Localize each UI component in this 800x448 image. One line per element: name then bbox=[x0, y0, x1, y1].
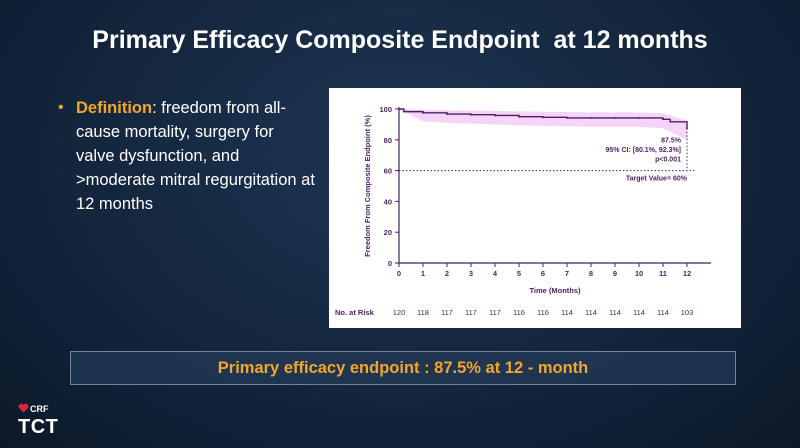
at-risk-value: 114 bbox=[585, 308, 597, 317]
km-point bbox=[542, 116, 544, 119]
at-risk-value: 117 bbox=[441, 308, 453, 317]
x-tick-label: 8 bbox=[589, 269, 593, 278]
result-banner: Primary efficacy endpoint : 87.5% at 12 … bbox=[70, 351, 736, 385]
x-tick-label: 0 bbox=[397, 269, 401, 278]
slide-title: Primary Efficacy Composite Endpoint at 1… bbox=[92, 26, 708, 54]
definition-bullet: • Definition: freedom from all-cause mor… bbox=[58, 96, 316, 216]
km-point bbox=[686, 127, 688, 130]
definition-term: Definition bbox=[76, 99, 153, 117]
at-risk-value: 114 bbox=[657, 308, 669, 317]
bullet-icon: • bbox=[58, 99, 64, 116]
km-point bbox=[669, 120, 672, 123]
km-point bbox=[638, 117, 640, 119]
logo-tct-text: TCT bbox=[18, 416, 59, 438]
km-chart-panel: 0 20 40 60 80 100 0 1 2 3 4 5 6 7 8 9 10 11 12 120 118 117 117… bbox=[329, 88, 741, 328]
km-point bbox=[566, 117, 568, 119]
km-point bbox=[614, 117, 616, 119]
km-point bbox=[662, 118, 664, 121]
y-tick-label: 40 bbox=[384, 197, 392, 206]
x-tick-label: 7 bbox=[565, 269, 569, 278]
confidence-band bbox=[399, 109, 687, 140]
y-tick-label: 0 bbox=[388, 259, 392, 268]
annotation-text: 87.5% bbox=[661, 137, 682, 144]
x-tick-label: 11 bbox=[659, 269, 667, 278]
logo-crf-text: CRF bbox=[30, 404, 49, 414]
y-tick-label: 80 bbox=[384, 136, 392, 145]
at-risk-value: 117 bbox=[489, 308, 501, 317]
y-tick-label: 100 bbox=[379, 105, 392, 114]
at-risk-value: 117 bbox=[465, 308, 477, 317]
x-tick-label: 12 bbox=[683, 269, 691, 278]
km-point bbox=[398, 108, 400, 110]
x-tick-label: 9 bbox=[613, 269, 617, 278]
x-tick-label: 4 bbox=[493, 269, 498, 278]
at-risk-value: 103 bbox=[681, 308, 694, 317]
y-tick-label: 60 bbox=[384, 167, 392, 176]
at-risk-value: 114 bbox=[561, 308, 573, 317]
at-risk-value: 114 bbox=[609, 308, 621, 317]
at-risk-value: 118 bbox=[417, 308, 429, 317]
km-point bbox=[446, 113, 448, 115]
at-risk-value: 114 bbox=[633, 308, 645, 317]
km-point bbox=[402, 110, 405, 113]
at-risk-label: No. at Risk bbox=[335, 308, 375, 317]
km-point bbox=[590, 117, 592, 119]
annotation-text: 95% CI: [80.1%, 92.3%] bbox=[606, 147, 681, 154]
x-tick-label: 10 bbox=[635, 269, 643, 278]
x-tick-label: 3 bbox=[469, 269, 473, 278]
y-tick-label: 20 bbox=[384, 228, 392, 237]
x-tick-label: 5 bbox=[517, 269, 521, 278]
at-risk-value: 116 bbox=[513, 308, 525, 317]
km-point bbox=[518, 115, 520, 118]
km-point bbox=[422, 111, 424, 114]
y-axis-label: Freedom From Composite Endpoint (%) bbox=[363, 115, 372, 257]
definition-text: : freedom from all-cause mortality, surg… bbox=[76, 99, 315, 213]
x-tick-label: 1 bbox=[421, 269, 425, 278]
heart-icon bbox=[18, 403, 29, 413]
target-label: Target Value= 60% bbox=[626, 176, 688, 183]
at-risk-value: 116 bbox=[537, 308, 549, 317]
annotation-text: p<0.001 bbox=[655, 156, 681, 163]
x-tick-label: 6 bbox=[541, 269, 545, 278]
km-point bbox=[470, 113, 472, 116]
at-risk-value: 120 bbox=[393, 308, 406, 317]
x-tick-label: 2 bbox=[445, 269, 449, 278]
km-point bbox=[494, 114, 496, 117]
tct-logo: CRF TCT bbox=[18, 402, 78, 442]
x-axis-label: Time (Months) bbox=[529, 286, 581, 295]
